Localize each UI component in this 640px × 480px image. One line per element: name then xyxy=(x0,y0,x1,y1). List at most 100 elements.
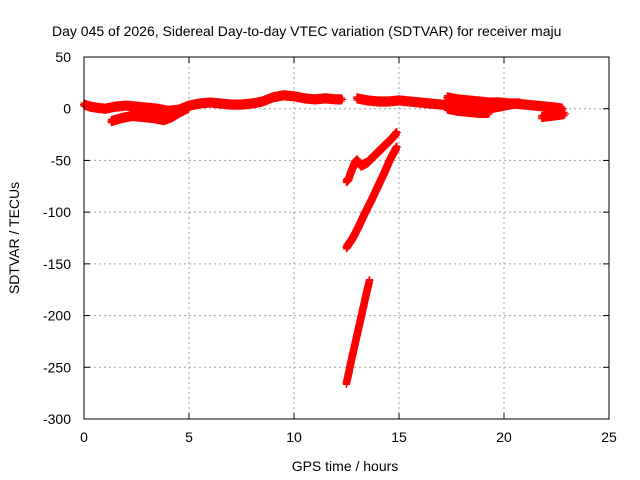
plot-frame xyxy=(83,56,610,420)
data-point xyxy=(153,104,162,113)
series-6 xyxy=(537,108,569,123)
data-point xyxy=(269,93,277,102)
x-axis-label: GPS time / hours xyxy=(292,458,399,474)
data-point xyxy=(195,99,204,108)
data-point xyxy=(159,116,168,125)
data-point xyxy=(560,109,569,118)
data-point xyxy=(392,142,401,151)
x-tick-label: 15 xyxy=(391,429,407,445)
data-point xyxy=(185,103,193,112)
x-tick-label: 0 xyxy=(80,429,88,445)
data-point xyxy=(537,112,546,121)
data-point xyxy=(384,97,393,106)
data-point xyxy=(346,168,355,177)
data-point xyxy=(367,195,376,204)
y-axis-label: SDTVAR / TECUs xyxy=(6,182,22,294)
data-point xyxy=(361,208,370,217)
data-point xyxy=(369,152,378,161)
data-point xyxy=(395,96,403,105)
data-point xyxy=(542,102,550,111)
data-point xyxy=(382,139,391,148)
data-point xyxy=(392,128,401,137)
data-point xyxy=(237,100,246,109)
data-point xyxy=(117,114,126,123)
data-point xyxy=(361,293,370,302)
y-tick-label: -200 xyxy=(43,308,71,324)
data-point xyxy=(531,101,540,110)
series-9 xyxy=(342,276,374,388)
data-point xyxy=(290,92,298,101)
data-point xyxy=(464,107,473,116)
data-point xyxy=(342,243,351,252)
data-point xyxy=(353,331,361,340)
data-point xyxy=(474,108,483,117)
data-point xyxy=(405,97,414,106)
series-trail xyxy=(343,276,373,388)
y-tick-label: -150 xyxy=(43,256,71,272)
data-point xyxy=(132,102,141,111)
data-point xyxy=(365,276,374,285)
data-point xyxy=(311,95,319,104)
data-point xyxy=(357,312,366,321)
series-7 xyxy=(342,128,401,187)
grid xyxy=(84,57,609,419)
data-point xyxy=(443,104,452,113)
data-point xyxy=(348,349,357,358)
y-tick-label: -250 xyxy=(43,359,71,375)
y-tick-label: 0 xyxy=(63,101,71,117)
data-point xyxy=(206,98,214,107)
data-point xyxy=(374,97,382,106)
y-tick-label: 50 xyxy=(55,49,71,65)
data-point xyxy=(344,175,353,184)
data-point xyxy=(506,99,515,108)
data-point xyxy=(348,163,357,172)
y-tick-label: -100 xyxy=(43,204,71,220)
data-point xyxy=(350,340,359,349)
data-points xyxy=(80,90,569,388)
data-point xyxy=(143,103,151,112)
data-point xyxy=(338,95,347,104)
data-point xyxy=(453,106,462,115)
series-2 xyxy=(107,102,193,127)
data-point xyxy=(464,96,473,105)
data-point xyxy=(342,378,351,387)
y-tick-label: -50 xyxy=(51,152,71,168)
data-point xyxy=(107,117,116,126)
data-point xyxy=(353,156,361,165)
data-point xyxy=(216,99,225,108)
data-point xyxy=(495,98,504,107)
data-point xyxy=(227,100,235,109)
data-point xyxy=(258,97,267,106)
series-8 xyxy=(342,142,401,253)
x-tick-label: 25 xyxy=(601,429,617,445)
data-point xyxy=(138,112,147,121)
data-point xyxy=(485,108,494,117)
data-point xyxy=(388,133,397,142)
data-point xyxy=(128,111,137,120)
data-point xyxy=(363,158,372,167)
data-point xyxy=(149,114,158,123)
data-point xyxy=(546,111,555,120)
x-tick-label: 20 xyxy=(496,429,512,445)
data-point xyxy=(363,96,372,105)
data-point xyxy=(386,154,395,163)
data-point xyxy=(346,359,355,368)
chart-title: Day 045 of 2026, Sidereal Day-to-day VTE… xyxy=(52,23,561,39)
data-point xyxy=(359,303,368,312)
data-point xyxy=(374,182,382,191)
data-point xyxy=(416,98,424,107)
data-point xyxy=(554,110,563,119)
data-point xyxy=(376,146,385,155)
data-point xyxy=(279,91,288,100)
data-point xyxy=(344,369,353,378)
data-point xyxy=(92,103,101,112)
data-point xyxy=(380,168,389,177)
data-point xyxy=(300,94,309,103)
data-point xyxy=(437,100,445,109)
data-point xyxy=(474,97,483,106)
data-point xyxy=(485,98,494,107)
data-point xyxy=(86,102,95,111)
ticks: 0 5 10 15 20 25 -300 -250 -200 -150 -100 -50 0 50 xyxy=(43,49,617,445)
data-point xyxy=(363,284,372,293)
